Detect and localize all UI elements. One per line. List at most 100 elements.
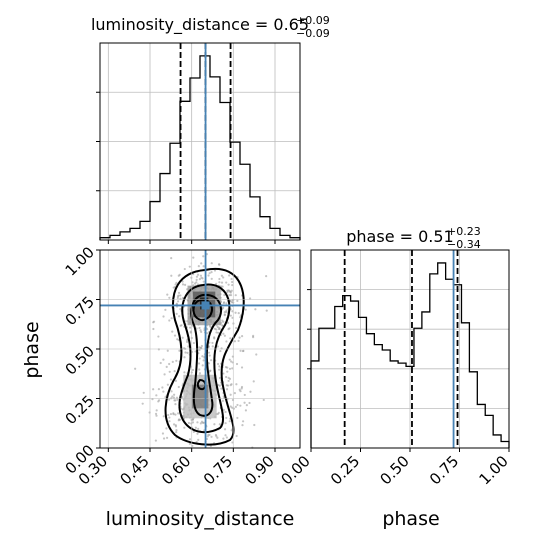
scatter-point (184, 351, 187, 354)
scatter-point (231, 283, 234, 287)
title-phase: phase = 0.51 (346, 227, 453, 246)
scatter-point (208, 272, 211, 275)
scatter-point (177, 412, 180, 415)
scatter-point (199, 274, 202, 277)
scatter-point (192, 430, 195, 433)
scatter-point (163, 373, 166, 376)
scatter-point (231, 280, 234, 284)
scatter-point (220, 281, 224, 284)
scatter-point (235, 362, 239, 366)
scatter-point (165, 436, 169, 439)
scatter-point (208, 369, 212, 373)
x-axis-label-phase: phase (382, 508, 439, 530)
scatter-point (161, 386, 164, 389)
scatter-point (226, 370, 229, 373)
scatter-point (188, 265, 191, 268)
scatter-point (225, 375, 228, 379)
scatter-point (218, 277, 221, 281)
scatter-point (243, 401, 246, 404)
scatter-point (205, 437, 209, 441)
scatter-point (239, 316, 242, 319)
scatter-point (179, 324, 182, 327)
scatter-point (215, 282, 218, 285)
tick-label-y-phase-1: 0.25 (62, 392, 98, 428)
scatter-point (168, 296, 171, 299)
scatter-point (200, 262, 203, 265)
scatter-point (186, 351, 189, 354)
scatter-point (217, 411, 220, 414)
scatter-point (224, 410, 227, 414)
scatter-point (178, 418, 182, 421)
scatter-point (237, 339, 240, 343)
scatter-point (220, 387, 223, 390)
scatter-point (198, 357, 201, 360)
scatter-point (237, 312, 240, 315)
scatter-point (222, 301, 225, 305)
scatter-point (225, 310, 228, 314)
truth-marker-2d (201, 301, 210, 310)
scatter-point (241, 424, 244, 427)
scatter-point (222, 276, 225, 279)
scatter-point (229, 360, 233, 363)
scatter-point (249, 297, 252, 300)
scatter-point (196, 432, 199, 435)
scatter-point (238, 336, 241, 339)
panel-2d-luminosity-distance-phase (99, 249, 301, 449)
y-axis-label-phase: phase (21, 321, 43, 378)
scatter-point (207, 351, 211, 354)
scatter-point (188, 438, 192, 441)
scatter-point (162, 315, 165, 318)
scatter-point (192, 341, 195, 345)
panel-hist-phase (310, 249, 510, 449)
scatter-point (165, 427, 168, 430)
scatter-point (168, 416, 171, 419)
scatter-point (227, 283, 230, 286)
scatter-point (152, 327, 155, 331)
scatter-point (220, 274, 223, 277)
scatter-point (162, 390, 165, 393)
scatter-point (240, 387, 243, 390)
scatter-point (254, 308, 257, 311)
scatter-point (240, 366, 244, 369)
scatter-point (174, 379, 178, 382)
scatter-point (181, 283, 185, 286)
density-contour-4 (196, 378, 207, 391)
scatter-point (142, 391, 145, 394)
scatter-point (174, 402, 177, 406)
scatter-point (162, 415, 165, 418)
scatter-point (172, 286, 175, 289)
scatter-point (210, 435, 213, 438)
scatter-point (218, 263, 221, 266)
scatter-point (202, 255, 205, 258)
tick-label-y-phase-3: 0.75 (62, 293, 98, 329)
scatter-point (218, 281, 221, 284)
scatter-point (225, 281, 228, 284)
scatter-point (201, 364, 204, 367)
hist-luminosity-distance-step (99, 55, 301, 240)
scatter-point (241, 420, 245, 423)
scatter-point (174, 413, 177, 416)
scatter-point (167, 413, 170, 417)
scatter-point (166, 349, 169, 352)
scatter-point (185, 340, 189, 343)
scatter-point (179, 307, 182, 311)
scatter-point (200, 420, 204, 423)
scatter-point (233, 340, 237, 343)
scatter-point (172, 423, 176, 426)
scatter-point (236, 299, 239, 302)
scatter-point (239, 390, 242, 393)
scatter-point (229, 291, 232, 294)
scatter-point (187, 345, 190, 348)
scatter-point (187, 421, 190, 425)
scatter-point (225, 384, 228, 387)
panel-2d-content (134, 253, 268, 449)
scatter-point (207, 433, 210, 436)
scatter-point (200, 344, 204, 348)
scatter-point (218, 365, 221, 368)
tick-label-y-phase-4: 1.00 (62, 243, 98, 279)
scatter-point (219, 349, 222, 353)
scatter-point (198, 372, 202, 375)
scatter-point (229, 393, 232, 396)
scatter-point (222, 408, 225, 411)
scatter-point (183, 267, 186, 271)
